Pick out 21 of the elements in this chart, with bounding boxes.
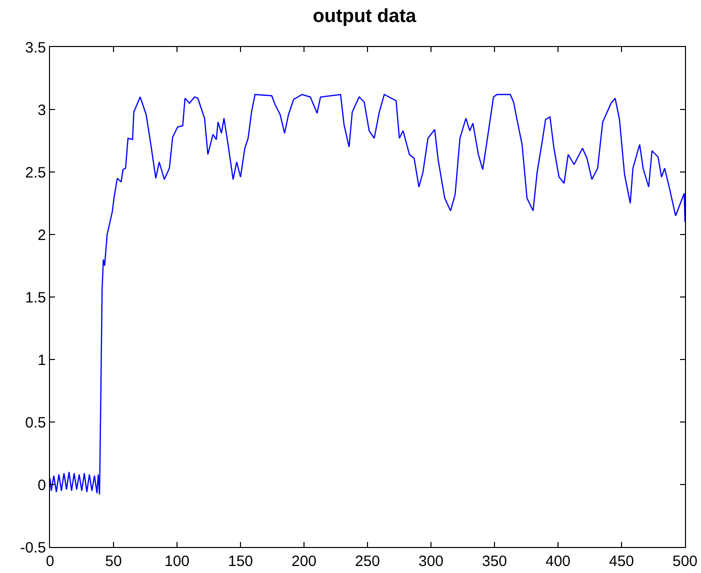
x-tick-label: 250 bbox=[354, 553, 380, 570]
y-tick-label: 2.5 bbox=[25, 164, 46, 182]
line-series bbox=[50, 94, 685, 496]
y-tick-label: 0 bbox=[38, 476, 46, 494]
x-tick-label: 500 bbox=[672, 553, 698, 570]
x-tick-label: 150 bbox=[228, 553, 254, 570]
y-tick-label: 2 bbox=[38, 226, 46, 244]
y-tick-label: 3 bbox=[38, 102, 46, 119]
x-tick-label: 350 bbox=[482, 553, 508, 570]
x-tick-label: 300 bbox=[418, 553, 444, 570]
x-tick-label: 400 bbox=[545, 553, 571, 570]
y-tick-label: 1.5 bbox=[25, 289, 46, 306]
y-tick-label: -0.5 bbox=[20, 539, 46, 556]
x-tick-label: 200 bbox=[291, 553, 317, 570]
x-tick-label: 50 bbox=[105, 553, 122, 570]
x-tick-label: 100 bbox=[164, 553, 190, 570]
chart-title: output data bbox=[312, 6, 417, 27]
y-tick-label: 0.5 bbox=[25, 414, 46, 432]
y-tick-label: 1 bbox=[38, 352, 46, 369]
y-tick-label: 3.5 bbox=[25, 39, 46, 56]
x-tick-label: 450 bbox=[608, 553, 634, 570]
